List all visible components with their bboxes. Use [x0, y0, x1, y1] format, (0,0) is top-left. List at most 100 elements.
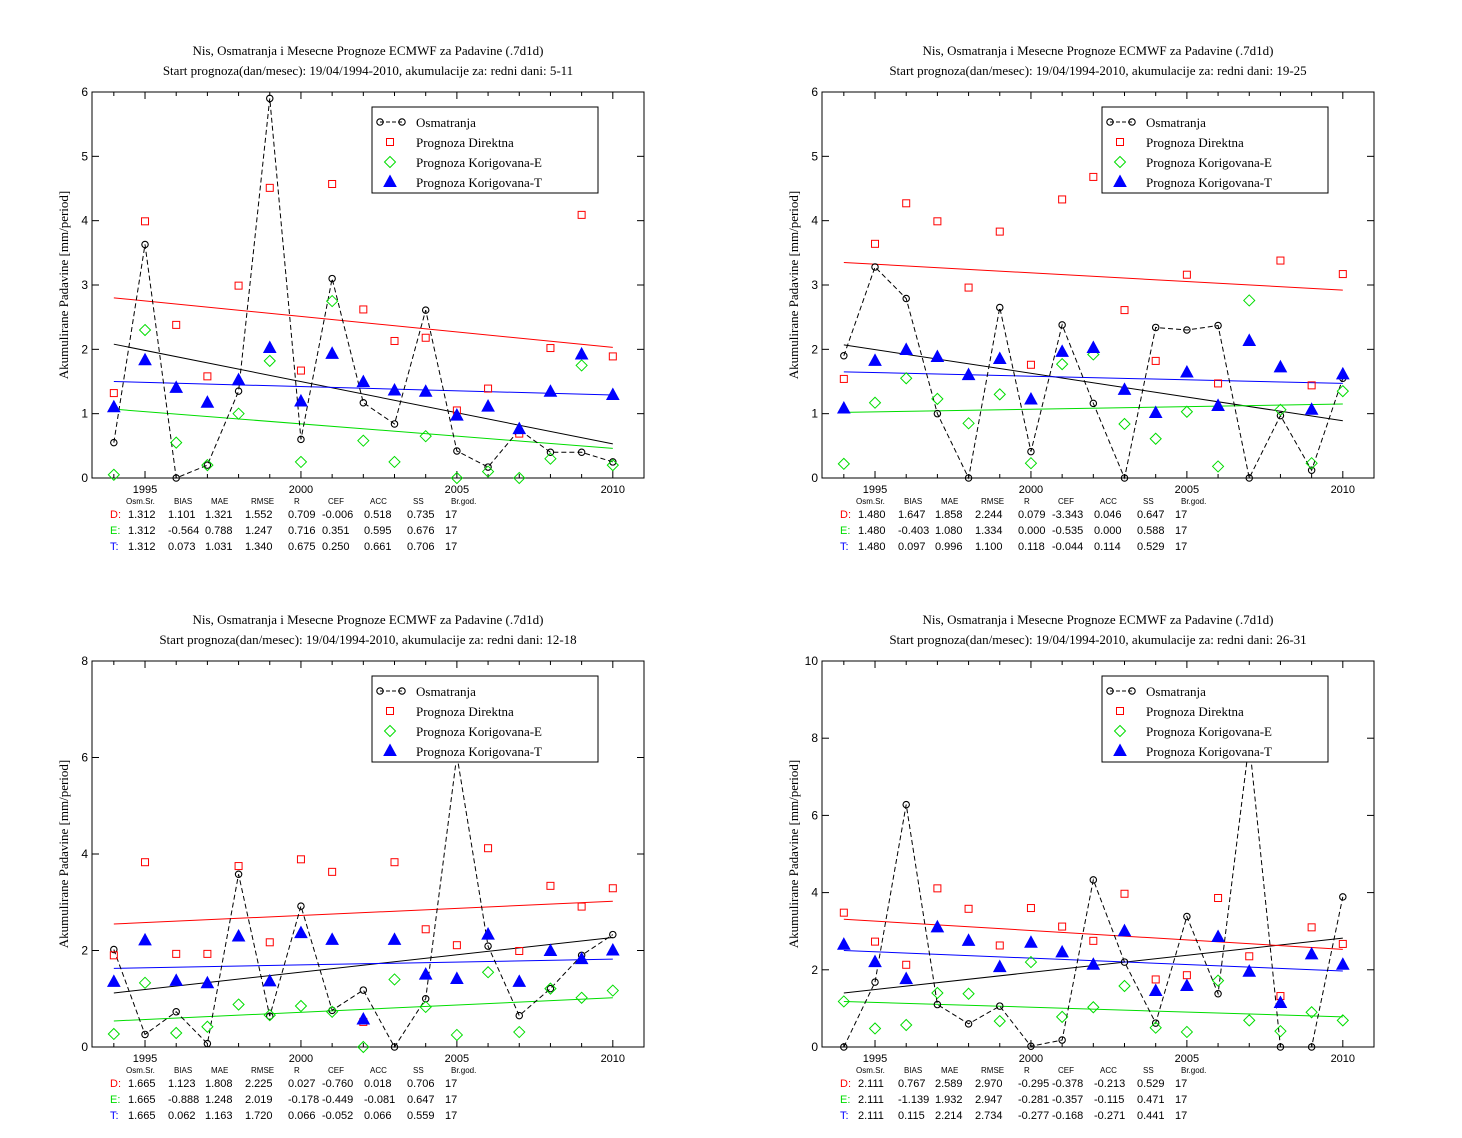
stats-header-cell: SS: [1143, 497, 1154, 506]
stats-row-label: E:: [840, 525, 851, 537]
point-direktna: [296, 366, 305, 375]
x-tick-label: 2005: [445, 484, 469, 496]
point-korigovana-e: [107, 1027, 121, 1041]
stats-cell: 0.073: [168, 541, 196, 553]
series-line-osmatranja: [843, 741, 1344, 1048]
point-korigovana-e: [138, 976, 152, 990]
y-tick-label: 5: [811, 149, 818, 163]
stats-cell: -0.168: [1052, 1110, 1084, 1122]
stats-cell: 1.858: [935, 509, 963, 521]
point-korigovana-e: [1024, 955, 1038, 969]
point-osmatranja: [141, 1030, 149, 1039]
trend-line-direct: [843, 918, 1343, 950]
point-korigovana-e: [993, 388, 1006, 401]
chart-panel-4: Nis, Osmatranja i Mesecne Prognoze ECMWF…: [786, 612, 1375, 1065]
stats-cell: 0.351: [322, 525, 350, 537]
point-korigovana-t: [418, 967, 433, 980]
x-tick-label: 1995: [863, 484, 887, 496]
stats-cell: 0.706: [407, 1078, 435, 1090]
stats-header-cell: SS: [413, 1066, 424, 1075]
y-tick-label: 3: [81, 278, 88, 292]
point-korigovana-t: [387, 932, 402, 945]
legend-box: [371, 675, 599, 763]
stats-header-cell: ACC: [1100, 1066, 1117, 1075]
point-korigovana-t: [543, 384, 558, 397]
point-korigovana-t: [325, 932, 339, 945]
x-tick-label: 2010: [1331, 1053, 1355, 1065]
legend-marker-direktna: [1116, 707, 1124, 715]
point-direktna: [141, 217, 150, 226]
point-osmatranja: [933, 1000, 942, 1009]
point-korigovana-t: [138, 932, 152, 946]
point-direktna: [172, 949, 181, 958]
chart-subtitle: Start prognoza(dan/mesec): 19/04/1994-20…: [889, 632, 1306, 647]
stats-cell: 17: [445, 1110, 458, 1122]
stats-cell: -0.006: [322, 509, 354, 521]
point-direktna: [390, 858, 399, 867]
stats-cell: 1.031: [205, 541, 233, 553]
stats-header-cell: R: [1024, 1066, 1030, 1075]
y-tick-label: 2: [811, 963, 818, 977]
stats-header-cell: ACC: [370, 497, 387, 506]
point-korigovana-t: [1211, 929, 1225, 942]
point-korigovana-e: [868, 396, 882, 409]
stats-cell: 0.996: [935, 541, 963, 553]
stats-cell: 0.062: [168, 1110, 196, 1122]
legend-label: Osmatranja: [1146, 115, 1206, 130]
point-korigovana-t: [1273, 995, 1288, 1008]
stats-cell: 2.225: [245, 1078, 273, 1090]
stats-cell: 0.529: [1137, 541, 1165, 553]
stats-cell: 2.970: [975, 1078, 1003, 1090]
point-korigovana-e: [1305, 1006, 1318, 1019]
point-direktna: [995, 941, 1004, 950]
point-korigovana-t: [450, 971, 464, 984]
point-korigovana-t: [543, 943, 558, 956]
legend-label: Prognoza Korigovana-T: [416, 744, 542, 759]
stats-cell: 2.214: [935, 1110, 963, 1122]
point-korigovana-e: [899, 372, 913, 385]
series-korigovana-t: [106, 340, 620, 435]
series-korigovana-t: [836, 333, 1350, 419]
point-korigovana-t: [356, 374, 371, 388]
stats-table: Osm.Sr. BIAS MAE RMSE R CEF ACC SS Br.god. D: 1.48…: [840, 497, 1260, 557]
stats-header-cell: CEF: [1058, 1066, 1074, 1075]
stats-row-label: E:: [110, 525, 121, 537]
stats-header-cell: R: [294, 497, 300, 506]
point-osmatranja: [484, 942, 492, 950]
point-direktna: [1276, 256, 1285, 265]
y-tick-label: 1: [811, 407, 818, 421]
point-direktna: [265, 183, 274, 192]
y-tick-label: 0: [811, 1040, 818, 1054]
series-direktna: [109, 844, 617, 1026]
y-tick-label: 5: [81, 149, 88, 163]
point-korigovana-e: [575, 359, 588, 372]
series-korigovana-t: [106, 925, 620, 1025]
stats-cell: -0.081: [364, 1094, 396, 1106]
point-korigovana-t: [992, 959, 1007, 973]
chart-title: Nis, Osmatranja i Mesecne Prognoze ECMWF…: [923, 43, 1274, 58]
stats-cell: 1.312: [128, 541, 156, 553]
point-korigovana-e: [294, 455, 308, 469]
stats-cell: 1.101: [168, 509, 196, 521]
point-direktna: [577, 210, 586, 219]
stats-cell: 1.552: [245, 509, 273, 521]
point-korigovana-t: [1117, 923, 1132, 937]
point-direktna: [203, 372, 212, 381]
stats-cell: 1.808: [205, 1078, 233, 1090]
legend-marker-korigovana-t: [1113, 743, 1127, 756]
stats-cell: -0.277: [1018, 1110, 1050, 1122]
x-tick-label: 2010: [601, 1053, 625, 1065]
stats-header-cell: CEF: [328, 1066, 344, 1075]
point-korigovana-t: [294, 393, 308, 407]
stats-cell: 0.046: [1094, 509, 1122, 521]
point-korigovana-e: [837, 995, 851, 1008]
stats-header-cell: MAE: [941, 1066, 959, 1075]
point-korigovana-t: [868, 954, 882, 968]
stats-cell: 0.079: [1018, 509, 1046, 521]
stats-cell: 0.735: [407, 509, 435, 521]
point-korigovana-e: [419, 1000, 432, 1014]
point-direktna: [933, 217, 942, 226]
point-osmatranja: [421, 306, 430, 314]
stats-row-label: E:: [840, 1094, 851, 1106]
stats-cell: 17: [445, 541, 458, 553]
